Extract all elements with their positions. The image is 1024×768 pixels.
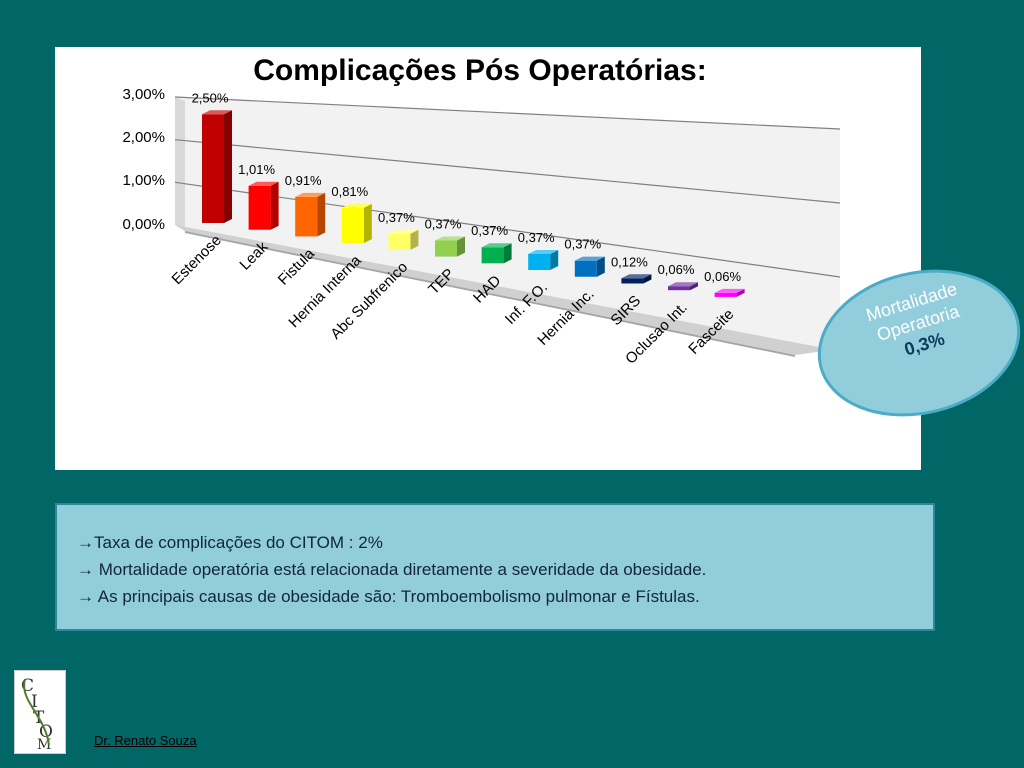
mortality-callout-shape bbox=[817, 269, 1021, 417]
data-label: 0,37% bbox=[564, 237, 601, 252]
bar bbox=[435, 240, 457, 257]
bar-top bbox=[388, 229, 419, 234]
bar-top bbox=[668, 282, 698, 287]
chart-gridline bbox=[174, 181, 841, 278]
note-line-1: →Taxa de complicações do CITOM : 2% bbox=[77, 529, 913, 556]
bar-side bbox=[503, 243, 512, 264]
chart-gridline bbox=[174, 139, 841, 204]
chart-title: Complicações Pós Operatórias: bbox=[253, 54, 707, 87]
bar bbox=[668, 286, 690, 291]
y-tick-label: 3,00% bbox=[122, 86, 165, 103]
note-text-1: Taxa de complicações do CITOM : 2% bbox=[94, 533, 383, 552]
arrow-icon: → bbox=[77, 560, 94, 579]
bar-side bbox=[270, 181, 279, 230]
data-label: 0,06% bbox=[658, 262, 695, 277]
data-label: 0,06% bbox=[704, 269, 741, 284]
data-label: 2,50% bbox=[192, 90, 229, 105]
bar-top bbox=[341, 203, 372, 208]
arrow-icon: → bbox=[77, 533, 94, 552]
data-label: 0,37% bbox=[471, 223, 508, 238]
bar-top bbox=[481, 243, 512, 248]
logo-stroke bbox=[23, 678, 50, 746]
logo-graphic: C I T O M bbox=[21, 676, 53, 753]
bar bbox=[248, 185, 271, 230]
arrow-icon: → bbox=[77, 587, 94, 606]
bar-side bbox=[224, 110, 232, 223]
data-label: 0,37% bbox=[378, 210, 415, 225]
mortality-callout-ellipse bbox=[817, 269, 1021, 417]
bar bbox=[574, 260, 597, 277]
data-label: 1,01% bbox=[238, 162, 275, 177]
chart-side-wall bbox=[175, 97, 185, 231]
bar-top bbox=[621, 274, 652, 279]
bar-side bbox=[410, 229, 419, 250]
bar bbox=[295, 196, 318, 237]
data-label: 0,91% bbox=[285, 173, 322, 188]
bar bbox=[202, 114, 224, 223]
y-tick-label: 1,00% bbox=[122, 172, 165, 189]
note-text-3: As principais causas de obesidade são: T… bbox=[94, 587, 700, 606]
bar-side bbox=[736, 288, 745, 297]
author-link[interactable]: Dr. Renato Souza bbox=[94, 733, 197, 748]
bar-side bbox=[643, 274, 652, 284]
note-line-2: → Mortalidade operatória está relacionad… bbox=[77, 556, 913, 583]
bar bbox=[481, 247, 504, 264]
bar bbox=[341, 207, 364, 244]
bar bbox=[714, 292, 737, 297]
chart-floor bbox=[175, 225, 840, 355]
x-tick-label: Estenose bbox=[169, 232, 225, 288]
bar bbox=[528, 253, 551, 271]
note-line-3: → As principais causas de obesidade são:… bbox=[77, 583, 913, 610]
bar-side bbox=[317, 192, 326, 237]
bar bbox=[388, 233, 411, 250]
logo-letter-m: M bbox=[37, 737, 51, 753]
y-tick-label: 0,00% bbox=[122, 216, 165, 233]
bar-top bbox=[202, 110, 232, 115]
chart-panel: Complicações Pós Operatórias: 3,00% 2,00% 1… bbox=[55, 47, 921, 470]
chart-floor-edge bbox=[185, 231, 795, 357]
data-label: 0,81% bbox=[331, 184, 368, 199]
note-text-2: Mortalidade operatória está relacionada … bbox=[94, 560, 707, 579]
bar-top bbox=[528, 249, 559, 254]
bar-side bbox=[550, 249, 559, 271]
chart-gridline bbox=[174, 96, 841, 130]
bar-side bbox=[596, 256, 605, 277]
bar-side bbox=[363, 203, 372, 244]
bar-side bbox=[457, 236, 465, 257]
citom-logo: C I T O M bbox=[14, 670, 66, 754]
data-label: 0,37% bbox=[518, 230, 555, 245]
bar-top bbox=[295, 192, 326, 197]
bar-top bbox=[248, 181, 279, 186]
bar bbox=[621, 278, 644, 284]
notes-box: →Taxa de complicações do CITOM : 2% → Mo… bbox=[55, 503, 935, 631]
bar-top bbox=[574, 256, 605, 261]
chart-svg: Complicações Pós Operatórias: 3,00% 2,00% 1… bbox=[122, 54, 841, 368]
bar-top bbox=[714, 288, 745, 293]
logo-letter-i: I bbox=[31, 692, 38, 712]
data-label: 0,12% bbox=[611, 254, 648, 269]
bar-top bbox=[435, 236, 465, 241]
y-tick-label: 2,00% bbox=[122, 129, 165, 146]
data-label: 0,37% bbox=[425, 217, 462, 232]
bar-side bbox=[690, 282, 698, 291]
